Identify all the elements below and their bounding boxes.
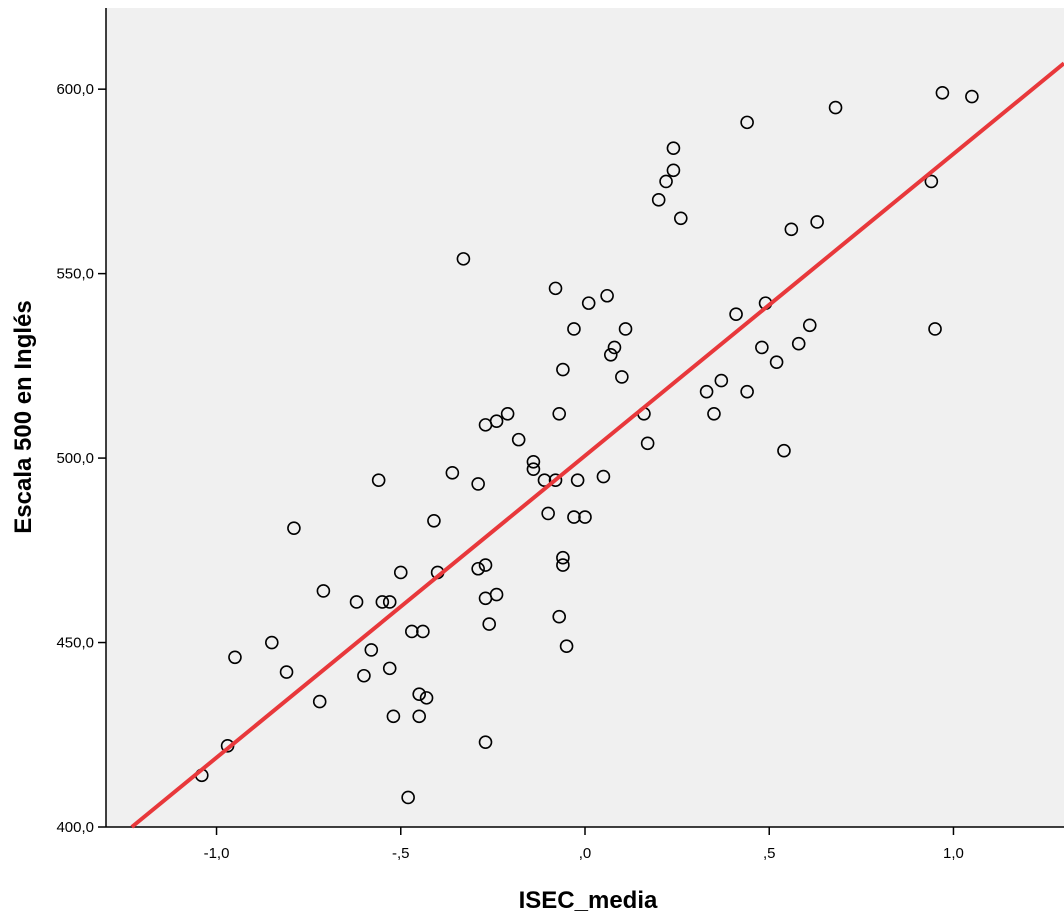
data-point [371, 473, 386, 488]
data-point [316, 584, 331, 598]
data-point [228, 650, 242, 665]
data-point [279, 665, 294, 679]
data-point [548, 281, 563, 296]
data-point [526, 454, 541, 469]
data-point [791, 336, 806, 351]
data-point [607, 340, 622, 355]
data-point [357, 668, 371, 683]
data-point [567, 322, 581, 336]
data-point [567, 510, 581, 524]
data-point [471, 561, 485, 576]
data-point [412, 709, 426, 724]
data-point [729, 307, 743, 322]
y-tick-label: 400,0 [56, 819, 94, 836]
data-point [382, 661, 397, 676]
data-point [924, 174, 939, 189]
y-tick-label: 550,0 [56, 266, 94, 283]
data-point [740, 115, 754, 130]
data-point [382, 595, 397, 609]
data-point [478, 558, 493, 572]
data-point [640, 436, 655, 451]
data-point [556, 558, 570, 572]
data-point [548, 473, 563, 488]
data-point [559, 639, 574, 654]
x-tick-label: -,5 [392, 845, 410, 862]
data-point [615, 370, 629, 384]
y-tick-label: 600,0 [56, 81, 94, 98]
data-point [666, 163, 681, 178]
x-tick-label: ,5 [763, 845, 776, 862]
data-point [600, 288, 614, 303]
data-point [810, 215, 824, 229]
data-point [478, 735, 493, 749]
data-point [312, 694, 327, 709]
y-axis-title: Escala 500 en Inglés [10, 300, 37, 533]
data-point [755, 340, 769, 355]
data-point [349, 595, 364, 609]
data-point [552, 407, 567, 421]
data-point [552, 609, 567, 624]
data-points [195, 86, 979, 805]
data-point [364, 643, 379, 657]
x-axis-title: ISEC_media [519, 887, 658, 914]
data-point [541, 506, 555, 521]
data-point [416, 624, 430, 639]
data-point [596, 469, 611, 484]
data-point [556, 362, 570, 377]
y-axis-ticks: 400,0 450,0 500,0 550,0 600,0 [56, 81, 106, 836]
data-point [784, 222, 799, 237]
data-point [581, 296, 596, 310]
x-axis-ticks: -1,0 -,5 ,0 ,5 1,0 [204, 827, 964, 862]
plot-area [106, 8, 1064, 827]
data-point [511, 432, 526, 447]
data-point [659, 174, 673, 189]
data-point [405, 624, 419, 639]
data-point [740, 384, 754, 399]
data-point [666, 141, 681, 155]
data-point [935, 86, 950, 100]
data-point [651, 193, 666, 207]
data-point [393, 565, 408, 580]
data-point [578, 510, 592, 524]
data-point [570, 473, 585, 488]
data-point [707, 407, 721, 421]
data-point [928, 322, 942, 336]
data-point [386, 709, 401, 724]
data-point [537, 473, 552, 488]
data-point [777, 443, 791, 458]
data-point [526, 462, 541, 476]
data-point [699, 384, 714, 399]
x-tick-label: ,0 [579, 845, 592, 862]
data-point [375, 595, 390, 609]
data-point [427, 513, 441, 528]
data-point [445, 466, 460, 480]
y-tick-label: 450,0 [56, 635, 94, 652]
data-point [482, 617, 497, 631]
data-point [471, 477, 485, 491]
y-tick-label: 500,0 [56, 450, 94, 467]
data-point [287, 521, 301, 535]
data-point [412, 687, 426, 701]
fit-line [130, 61, 1064, 829]
data-point [265, 635, 279, 650]
data-point [714, 373, 729, 388]
data-point [603, 347, 618, 362]
data-point [618, 322, 633, 336]
data-point [828, 100, 843, 115]
x-tick-label: -1,0 [204, 845, 230, 862]
data-point [673, 211, 688, 226]
data-point [500, 407, 515, 421]
data-point [769, 355, 784, 369]
data-point [401, 790, 415, 805]
data-point [489, 414, 504, 428]
x-tick-label: 1,0 [943, 845, 964, 862]
data-point [556, 550, 570, 565]
data-point [965, 89, 979, 104]
data-point [489, 587, 504, 602]
data-point [802, 318, 817, 333]
data-point [419, 691, 434, 705]
data-point [456, 252, 471, 266]
